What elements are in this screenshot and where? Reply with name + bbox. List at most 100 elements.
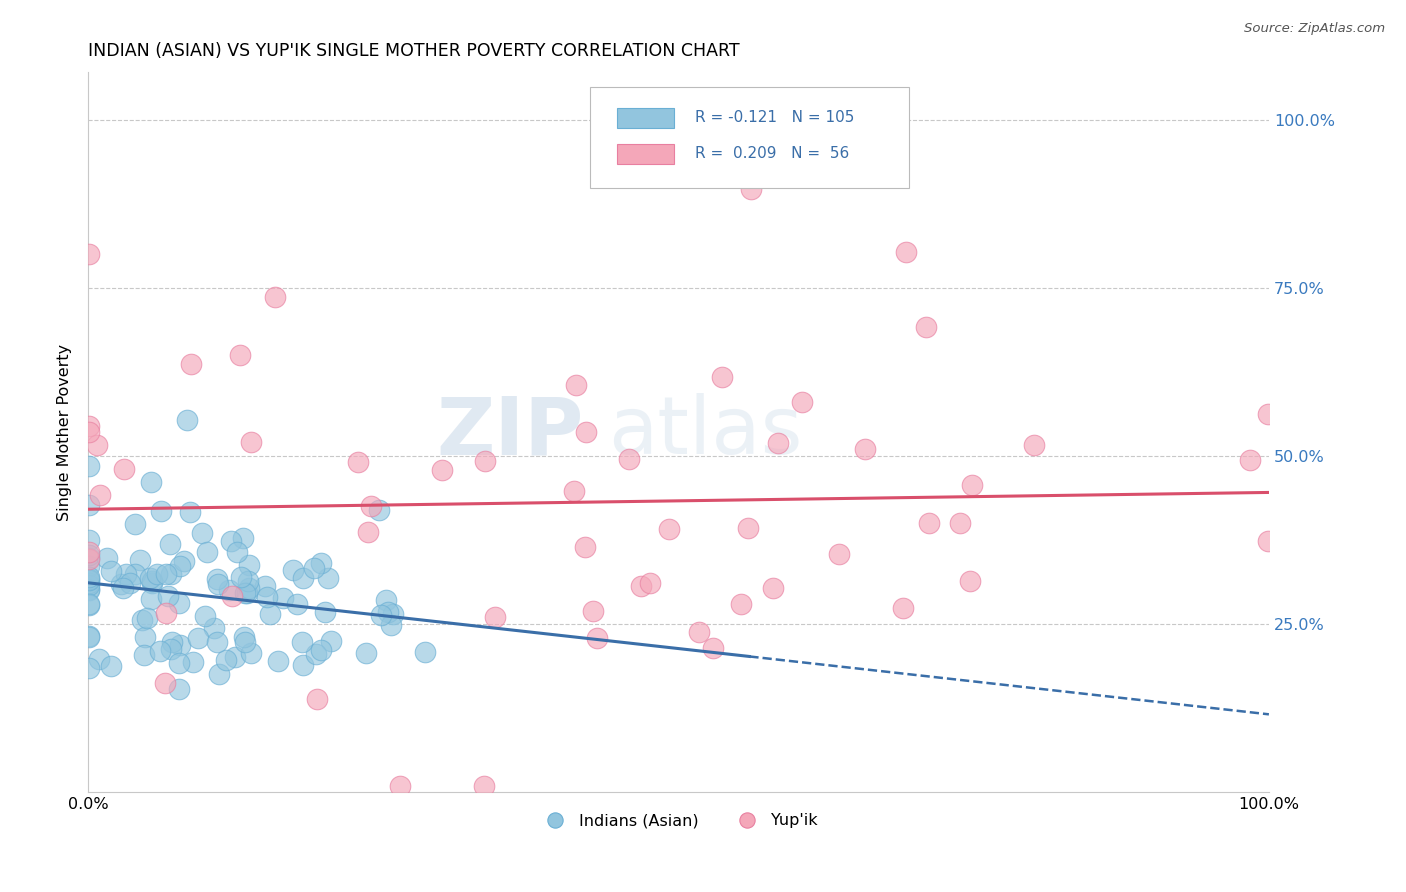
Point: [389, 779, 412, 793]
Point: [169, 639, 191, 653]
Point: [160, 634, 183, 648]
Point: [233, 586, 256, 600]
Point: [167, 596, 190, 610]
Point: [238, 581, 260, 595]
Point: [145, 566, 167, 581]
Point: [167, 681, 190, 696]
Point: [79, 583, 101, 598]
Point: [432, 463, 454, 477]
Text: atlas: atlas: [607, 393, 801, 471]
Point: [79, 459, 101, 474]
Point: [141, 574, 163, 589]
Point: [291, 635, 314, 649]
Point: [79, 630, 101, 644]
Point: [1257, 534, 1279, 549]
Point: [658, 523, 681, 537]
Point: [232, 531, 254, 545]
Point: [169, 558, 191, 573]
Point: [766, 436, 789, 450]
Point: [205, 572, 228, 586]
Point: [292, 657, 315, 672]
Point: [160, 641, 183, 656]
Point: [949, 516, 972, 530]
Point: [226, 545, 249, 559]
Point: [292, 571, 315, 585]
Point: [891, 601, 914, 615]
Point: [131, 613, 153, 627]
Point: [283, 563, 305, 577]
Point: [79, 425, 101, 439]
Point: [1257, 407, 1279, 421]
Point: [368, 502, 391, 516]
Point: [112, 462, 135, 476]
Point: [79, 551, 101, 566]
Point: [267, 654, 290, 668]
Point: [79, 533, 101, 547]
Point: [319, 633, 342, 648]
Point: [1022, 438, 1045, 452]
Point: [194, 608, 217, 623]
Point: [575, 425, 598, 439]
Point: [1239, 453, 1261, 467]
Point: [176, 412, 198, 426]
Point: [79, 558, 101, 573]
Point: [187, 632, 209, 646]
Point: [132, 648, 155, 662]
Point: [138, 571, 160, 585]
Point: [207, 576, 229, 591]
Point: [179, 505, 201, 519]
Point: [89, 488, 111, 502]
Point: [167, 657, 190, 671]
Point: [110, 576, 132, 591]
Point: [586, 631, 609, 645]
Point: [79, 573, 101, 587]
Y-axis label: Single Mother Poverty: Single Mother Poverty: [58, 343, 72, 521]
Text: ZIP: ZIP: [437, 393, 583, 471]
Point: [79, 582, 101, 596]
Point: [79, 597, 101, 611]
Point: [159, 537, 181, 551]
Point: [79, 575, 101, 590]
Point: [79, 569, 101, 583]
Point: [156, 589, 179, 603]
Point: [619, 452, 641, 467]
Point: [360, 499, 382, 513]
Point: [134, 630, 156, 644]
Point: [136, 611, 159, 625]
Point: [357, 525, 380, 540]
Text: R = -0.121   N = 105: R = -0.121 N = 105: [695, 111, 855, 125]
Point: [231, 570, 253, 584]
Point: [711, 370, 734, 384]
Point: [375, 593, 398, 607]
Text: INDIAN (ASIAN) VS YUP'IK SINGLE MOTHER POVERTY CORRELATION CHART: INDIAN (ASIAN) VS YUP'IK SINGLE MOTHER P…: [89, 42, 740, 60]
Point: [474, 454, 496, 468]
Point: [233, 634, 256, 648]
Point: [218, 583, 240, 598]
Point: [574, 541, 596, 555]
Point: [79, 578, 101, 592]
Point: [128, 552, 150, 566]
Point: [155, 606, 177, 620]
Point: [238, 574, 260, 589]
Point: [259, 607, 281, 621]
Point: [702, 640, 724, 655]
Point: [309, 642, 332, 657]
Point: [285, 597, 308, 611]
Point: [377, 605, 399, 619]
Point: [271, 591, 294, 605]
Point: [827, 547, 849, 561]
Point: [79, 551, 101, 566]
Point: [115, 566, 138, 581]
Point: [370, 608, 392, 623]
Point: [730, 597, 752, 611]
Point: [155, 675, 177, 690]
Point: [311, 556, 333, 570]
Point: [181, 655, 204, 669]
Text: R =  0.209   N =  56: R = 0.209 N = 56: [695, 146, 849, 161]
Point: [221, 589, 243, 603]
Legend: Indians (Asian), Yup'ik: Indians (Asian), Yup'ik: [533, 807, 824, 835]
Point: [173, 554, 195, 568]
FancyBboxPatch shape: [617, 108, 673, 128]
Point: [87, 652, 110, 666]
Point: [180, 357, 202, 371]
